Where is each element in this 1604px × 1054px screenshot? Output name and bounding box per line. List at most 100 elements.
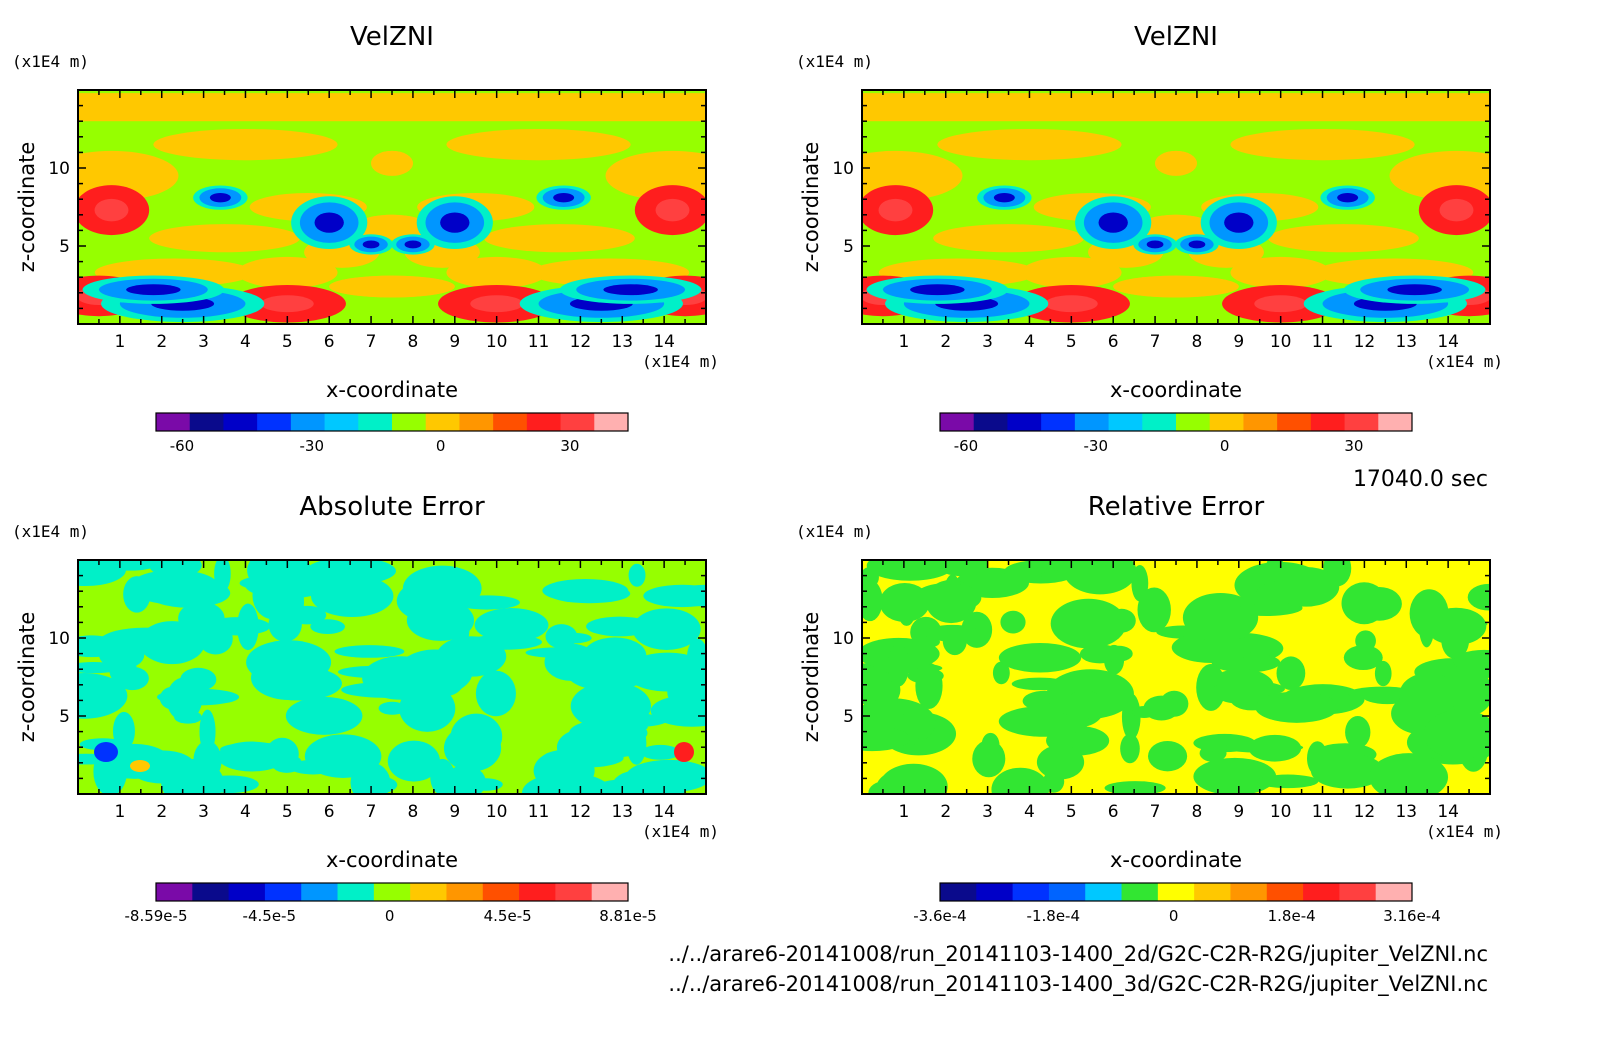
- x-tick-label: 2: [156, 802, 167, 822]
- colorbar-label: 1.8e-4: [1268, 907, 1316, 925]
- contour-blob: [1028, 560, 1107, 572]
- contour-blob: [610, 779, 685, 794]
- contour-blob: [862, 726, 911, 752]
- contour-blob: [149, 224, 300, 253]
- x-tick-label: 1: [114, 332, 125, 352]
- x-tick-label: 11: [1312, 802, 1334, 822]
- contour-blob: [650, 694, 706, 727]
- x-tick-label: 9: [1233, 802, 1244, 822]
- colorbar-frame: [939, 882, 1413, 902]
- colorbar-swatch: [1142, 413, 1177, 431]
- x-tick-label: 7: [1150, 332, 1161, 352]
- y-axis-label: z-coordinate: [799, 142, 823, 273]
- contour-blob: [553, 192, 575, 203]
- contour-blob: [1423, 709, 1490, 760]
- contour-blob: [78, 560, 126, 587]
- contour-blob: [1188, 240, 1206, 249]
- contour-blob: [362, 240, 380, 249]
- contour-blob: [126, 284, 181, 296]
- x-tick-label: 5: [1066, 802, 1077, 822]
- y-tick-label: 10: [48, 159, 70, 179]
- contour-blob: [937, 129, 1122, 161]
- contour-blob: [484, 224, 635, 253]
- colorbar-frame: [155, 882, 629, 902]
- y-ticks: 5 10: [48, 104, 706, 310]
- contour-blob: [1120, 733, 1140, 764]
- contour-blob: [204, 617, 271, 636]
- contour-blob: [199, 709, 216, 754]
- colorbar-frame: [939, 412, 1413, 432]
- contour-blob: [879, 763, 948, 794]
- x-axis-label: x-coordinate: [1110, 378, 1242, 402]
- x-tick-label: 13: [611, 802, 633, 822]
- y-unit-label: (x1E4 m): [796, 52, 873, 71]
- contour-blob: [193, 740, 222, 781]
- x-tick-label: 3: [198, 332, 209, 352]
- colorbar-swatch: [493, 413, 528, 431]
- x-tick-label: 14: [653, 802, 675, 822]
- contour-blob: [78, 635, 121, 658]
- colorbar-swatch: [973, 413, 1008, 431]
- contour-blob: [352, 775, 398, 794]
- colorbar-label: -30: [300, 437, 325, 455]
- x-tick-label: 9: [1233, 332, 1244, 352]
- contour-blob: [897, 590, 917, 626]
- colorbar-swatch: [373, 883, 411, 901]
- contour-blob: [1387, 284, 1442, 296]
- contour-blob: [470, 295, 524, 313]
- contour-blob: [1369, 753, 1449, 794]
- contour-blob: [285, 696, 363, 735]
- contour-field: [862, 560, 1490, 794]
- colorbar-label: 4.5e-5: [484, 907, 532, 925]
- x-tick-label: 11: [528, 802, 550, 822]
- colorbar-swatch: [519, 883, 556, 901]
- colorbar-swatch: [1048, 883, 1086, 901]
- contour-blob: [450, 713, 503, 760]
- colorbar-label: -8.59e-5: [125, 907, 188, 925]
- contour-blob: [542, 579, 629, 603]
- colorbar-swatch: [156, 883, 193, 901]
- colorbar-swatch: [1194, 883, 1231, 901]
- contour-blob: [594, 730, 643, 758]
- contour-blob: [149, 560, 202, 578]
- x-tick-label: 12: [570, 802, 592, 822]
- colorbar: -3.6e-4 -1.8e-4 0 1.8e-4 3.16e-4: [913, 882, 1441, 925]
- time-label: 17040.0 sec: [1353, 467, 1488, 492]
- colorbar-swatch: [1074, 413, 1110, 431]
- colorbar-label: -3.6e-4: [913, 907, 966, 925]
- colorbar-swatch: [1209, 413, 1244, 431]
- contour-blob: [1146, 240, 1164, 249]
- y-tick-label: 10: [832, 629, 854, 649]
- contour-blob: [1147, 740, 1188, 772]
- x-tick-label: 3: [982, 332, 993, 352]
- contour-band: [78, 93, 706, 122]
- contour-blob: [446, 256, 547, 289]
- x-tick-label: 4: [240, 802, 251, 822]
- contour-blob: [153, 129, 338, 161]
- x-tick-label: 2: [156, 332, 167, 352]
- colorbar-swatch: [940, 413, 975, 431]
- x-tick-label: 5: [282, 332, 293, 352]
- x-tick-label: 14: [1437, 802, 1459, 822]
- colorbar-swatch: [1041, 413, 1076, 431]
- chart-panel-4: Relative Error(x1E4 m)1 2 3 4 5 6 7 8 9 10 11 12 13 1…: [796, 492, 1503, 925]
- contour-blob: [910, 284, 965, 296]
- contour-blob: [446, 129, 631, 161]
- contour-blob: [378, 701, 406, 715]
- x-unit-label: (x1E4 m): [642, 822, 719, 841]
- x-tick-label: 7: [1150, 802, 1161, 822]
- y-axis-label: z-coordinate: [15, 142, 39, 273]
- contour-blob: [1224, 212, 1254, 233]
- contour-blob: [387, 740, 440, 782]
- contour-blob: [146, 578, 231, 608]
- x-tick-label: 4: [1024, 332, 1035, 352]
- contour-blob: [1000, 610, 1026, 634]
- contour-blob: [603, 284, 658, 296]
- colorbar-swatch: [1277, 413, 1312, 431]
- colorbar-swatch: [976, 883, 1014, 901]
- contour-blob: [624, 652, 706, 692]
- colorbar: -60 -30 0 30: [939, 412, 1413, 455]
- x-axis-label: x-coordinate: [326, 378, 458, 402]
- contour-blob: [1230, 129, 1415, 161]
- colorbar-swatch: [257, 413, 292, 431]
